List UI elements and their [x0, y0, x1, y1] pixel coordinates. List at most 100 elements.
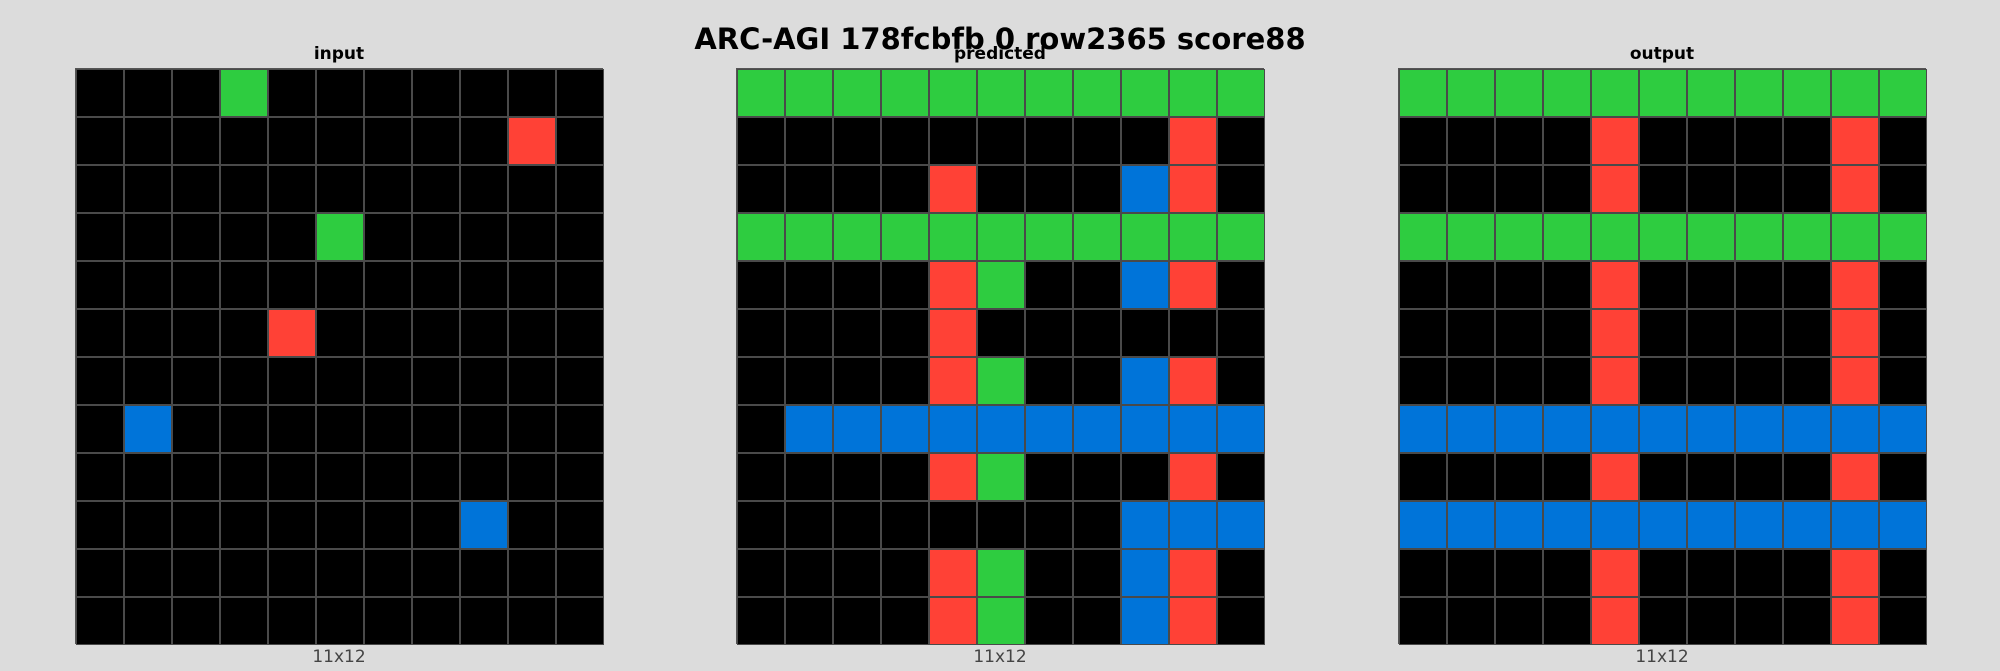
grid-cell [1025, 357, 1073, 405]
grid-cell [316, 261, 364, 309]
grid-cell [220, 405, 268, 453]
grid-cell [1169, 69, 1217, 117]
grid-cell [1543, 405, 1591, 453]
grid-cell [268, 501, 316, 549]
grid-cell [1879, 549, 1927, 597]
grid-cell [1495, 117, 1543, 165]
grid-cell [412, 117, 460, 165]
grid-cell [412, 261, 460, 309]
grid-cell [1783, 309, 1831, 357]
grid-cell [1543, 309, 1591, 357]
grid-cell [316, 549, 364, 597]
grid-cell [1121, 501, 1169, 549]
grid-cell [1687, 549, 1735, 597]
predicted-grid-size-label: 11x12 [736, 646, 1264, 668]
grid-cell [1783, 549, 1831, 597]
grid-cell [737, 549, 785, 597]
grid-cell [508, 117, 556, 165]
grid-cell [1399, 453, 1447, 501]
grid-cell [460, 597, 508, 645]
grid-cell [929, 357, 977, 405]
grid-cell [1495, 213, 1543, 261]
grid-cell [1073, 597, 1121, 645]
grid-cell [929, 501, 977, 549]
grid-cell [1073, 357, 1121, 405]
grid-cell [220, 549, 268, 597]
grid-cell [1879, 69, 1927, 117]
grid-cell [1447, 501, 1495, 549]
grid-cell [1591, 453, 1639, 501]
grid-cell [1025, 549, 1073, 597]
grid-cell [412, 165, 460, 213]
grid-cell [220, 501, 268, 549]
grid-cell [508, 357, 556, 405]
grid-cell [556, 405, 604, 453]
grid-cell [364, 69, 412, 117]
grid-cell [1169, 597, 1217, 645]
grid-cell [1217, 357, 1265, 405]
grid-cell [785, 597, 833, 645]
grid-cell [1783, 213, 1831, 261]
grid-cell [1879, 117, 1927, 165]
grid-cell [1879, 309, 1927, 357]
grid-cell [76, 165, 124, 213]
grid-cell [1831, 69, 1879, 117]
grid-cell [1447, 549, 1495, 597]
grid-cell [1687, 69, 1735, 117]
grid-cell [172, 261, 220, 309]
grid-cell [881, 69, 929, 117]
grid-cell [1169, 117, 1217, 165]
output-panel-title: output [1398, 43, 1926, 65]
grid-cell [737, 117, 785, 165]
grid-cell [268, 597, 316, 645]
grid-cell [76, 309, 124, 357]
grid-cell [220, 357, 268, 405]
grid-cell [220, 309, 268, 357]
grid-cell [1025, 165, 1073, 213]
grid-cell [1495, 69, 1543, 117]
grid-cell [1879, 501, 1927, 549]
grid-cell [172, 405, 220, 453]
grid-cell [1073, 501, 1121, 549]
grid-cell [1591, 357, 1639, 405]
grid-cell [1399, 597, 1447, 645]
grid-cell [1121, 357, 1169, 405]
grid-cell [412, 309, 460, 357]
grid-cell [737, 261, 785, 309]
grid-cell [1831, 357, 1879, 405]
grid-cell [172, 597, 220, 645]
grid-cell [929, 69, 977, 117]
grid-cell [1073, 453, 1121, 501]
grid-cell [737, 357, 785, 405]
grid-cell [1687, 597, 1735, 645]
grid-cell [1687, 501, 1735, 549]
grid-cell [124, 309, 172, 357]
grid-cell [412, 213, 460, 261]
grid-cell [268, 165, 316, 213]
grid-cell [1169, 309, 1217, 357]
input-grid-size-label: 11x12 [75, 646, 603, 668]
grid-cell [1639, 165, 1687, 213]
grid-cell [364, 261, 412, 309]
grid-cell [316, 501, 364, 549]
grid-cell [1121, 261, 1169, 309]
grid-cell [556, 69, 604, 117]
grid-cell [1025, 213, 1073, 261]
grid-cell [833, 357, 881, 405]
output-grid [1398, 68, 1926, 644]
grid-cell [172, 117, 220, 165]
grid-cell [556, 117, 604, 165]
grid-cell [1735, 549, 1783, 597]
grid-cell [508, 549, 556, 597]
grid-cell [1447, 261, 1495, 309]
predicted-grid [736, 68, 1264, 644]
grid-cell [220, 261, 268, 309]
grid-cell [1783, 405, 1831, 453]
grid-cell [124, 453, 172, 501]
grid-cell [1783, 117, 1831, 165]
grid-cell [1399, 549, 1447, 597]
grid-cell [124, 261, 172, 309]
grid-cell [785, 69, 833, 117]
grid-cell [460, 501, 508, 549]
grid-cell [977, 549, 1025, 597]
